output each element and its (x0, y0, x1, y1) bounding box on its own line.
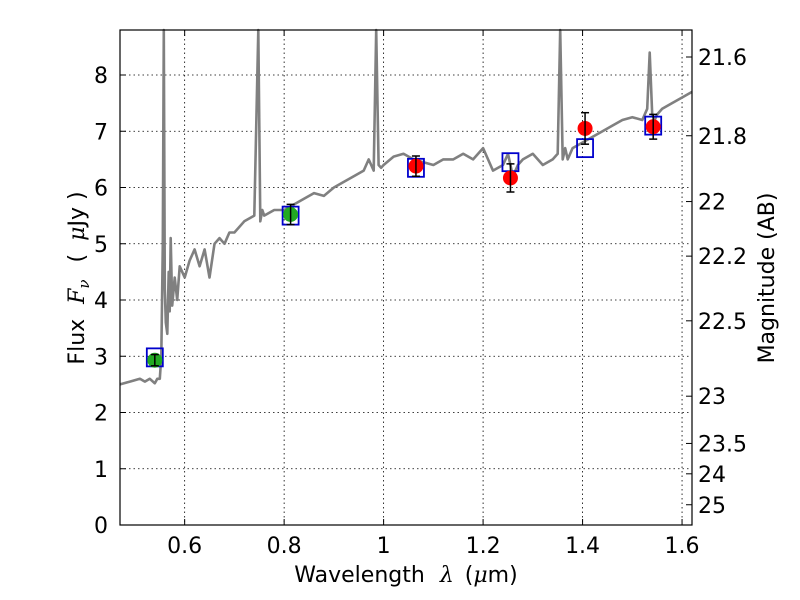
y-tick-label: 5 (94, 233, 108, 258)
y-tick-label: 4 (94, 289, 108, 314)
spectrum-layer (119, 28, 693, 386)
y2-tick-label: 24 (698, 463, 726, 488)
x-tick-label: 1 (377, 534, 391, 559)
x-axis-label-text: Wavelength (294, 563, 425, 588)
y-axis-symbol: F (65, 288, 90, 305)
y2-tick-label: 21.8 (698, 125, 747, 150)
y-tick-label: 8 (94, 64, 108, 89)
y-tick-label: 1 (94, 458, 108, 483)
plot-frame (119, 29, 693, 526)
y-axis-unit-rest: Jy ) (65, 191, 90, 228)
y2-tick-label: 25 (698, 494, 726, 519)
y-axis-unit-open: ( (65, 254, 90, 263)
x-axis-symbol: λ (439, 563, 454, 588)
y-tick-label: 2 (94, 402, 108, 427)
y2-axis-label: Magnitude (AB) (755, 193, 780, 364)
observed-photometry-layer (147, 111, 661, 368)
grid-lines (120, 30, 692, 526)
x-axis-unit-rest: m) (488, 563, 518, 588)
x-tick-label: 0.6 (167, 534, 202, 559)
y-axis-subscript: ν (75, 279, 93, 288)
x-tick-label: 1.4 (565, 534, 600, 559)
y2-tick-label: 23.5 (698, 432, 747, 457)
x-tick-label: 1.6 (665, 534, 700, 559)
y2-tick-label: 22.5 (698, 310, 747, 335)
y2-tick-label: 22 (698, 191, 726, 216)
y-tick-label: 3 (94, 345, 108, 370)
y-axis-label: Flux Fν ( μJy ) (65, 191, 95, 364)
y-tick-label: 7 (94, 120, 108, 145)
axis-ticks: 0.6 0.8 1 1.2 1.4 1.601234567821.621.82222.22… (94, 30, 747, 559)
y-tick-label: 0 (94, 514, 108, 539)
y-axis-label-text: Flux (65, 319, 90, 365)
y2-tick-label: 23 (698, 385, 726, 410)
spectrum-line (119, 28, 693, 386)
y-axis-unit-mu: μ (65, 227, 90, 241)
y2-tick-label: 21.6 (698, 46, 747, 71)
x-axis-unit-open: ( (465, 563, 474, 588)
x-axis-unit-mu: μ (473, 563, 487, 588)
x-axis-label: Wavelength λ (μm) (294, 563, 517, 588)
y2-tick-label: 22.2 (698, 245, 747, 270)
y-tick-label: 6 (94, 177, 108, 202)
x-tick-label: 1.2 (466, 534, 501, 559)
x-tick-label: 0.8 (267, 534, 302, 559)
